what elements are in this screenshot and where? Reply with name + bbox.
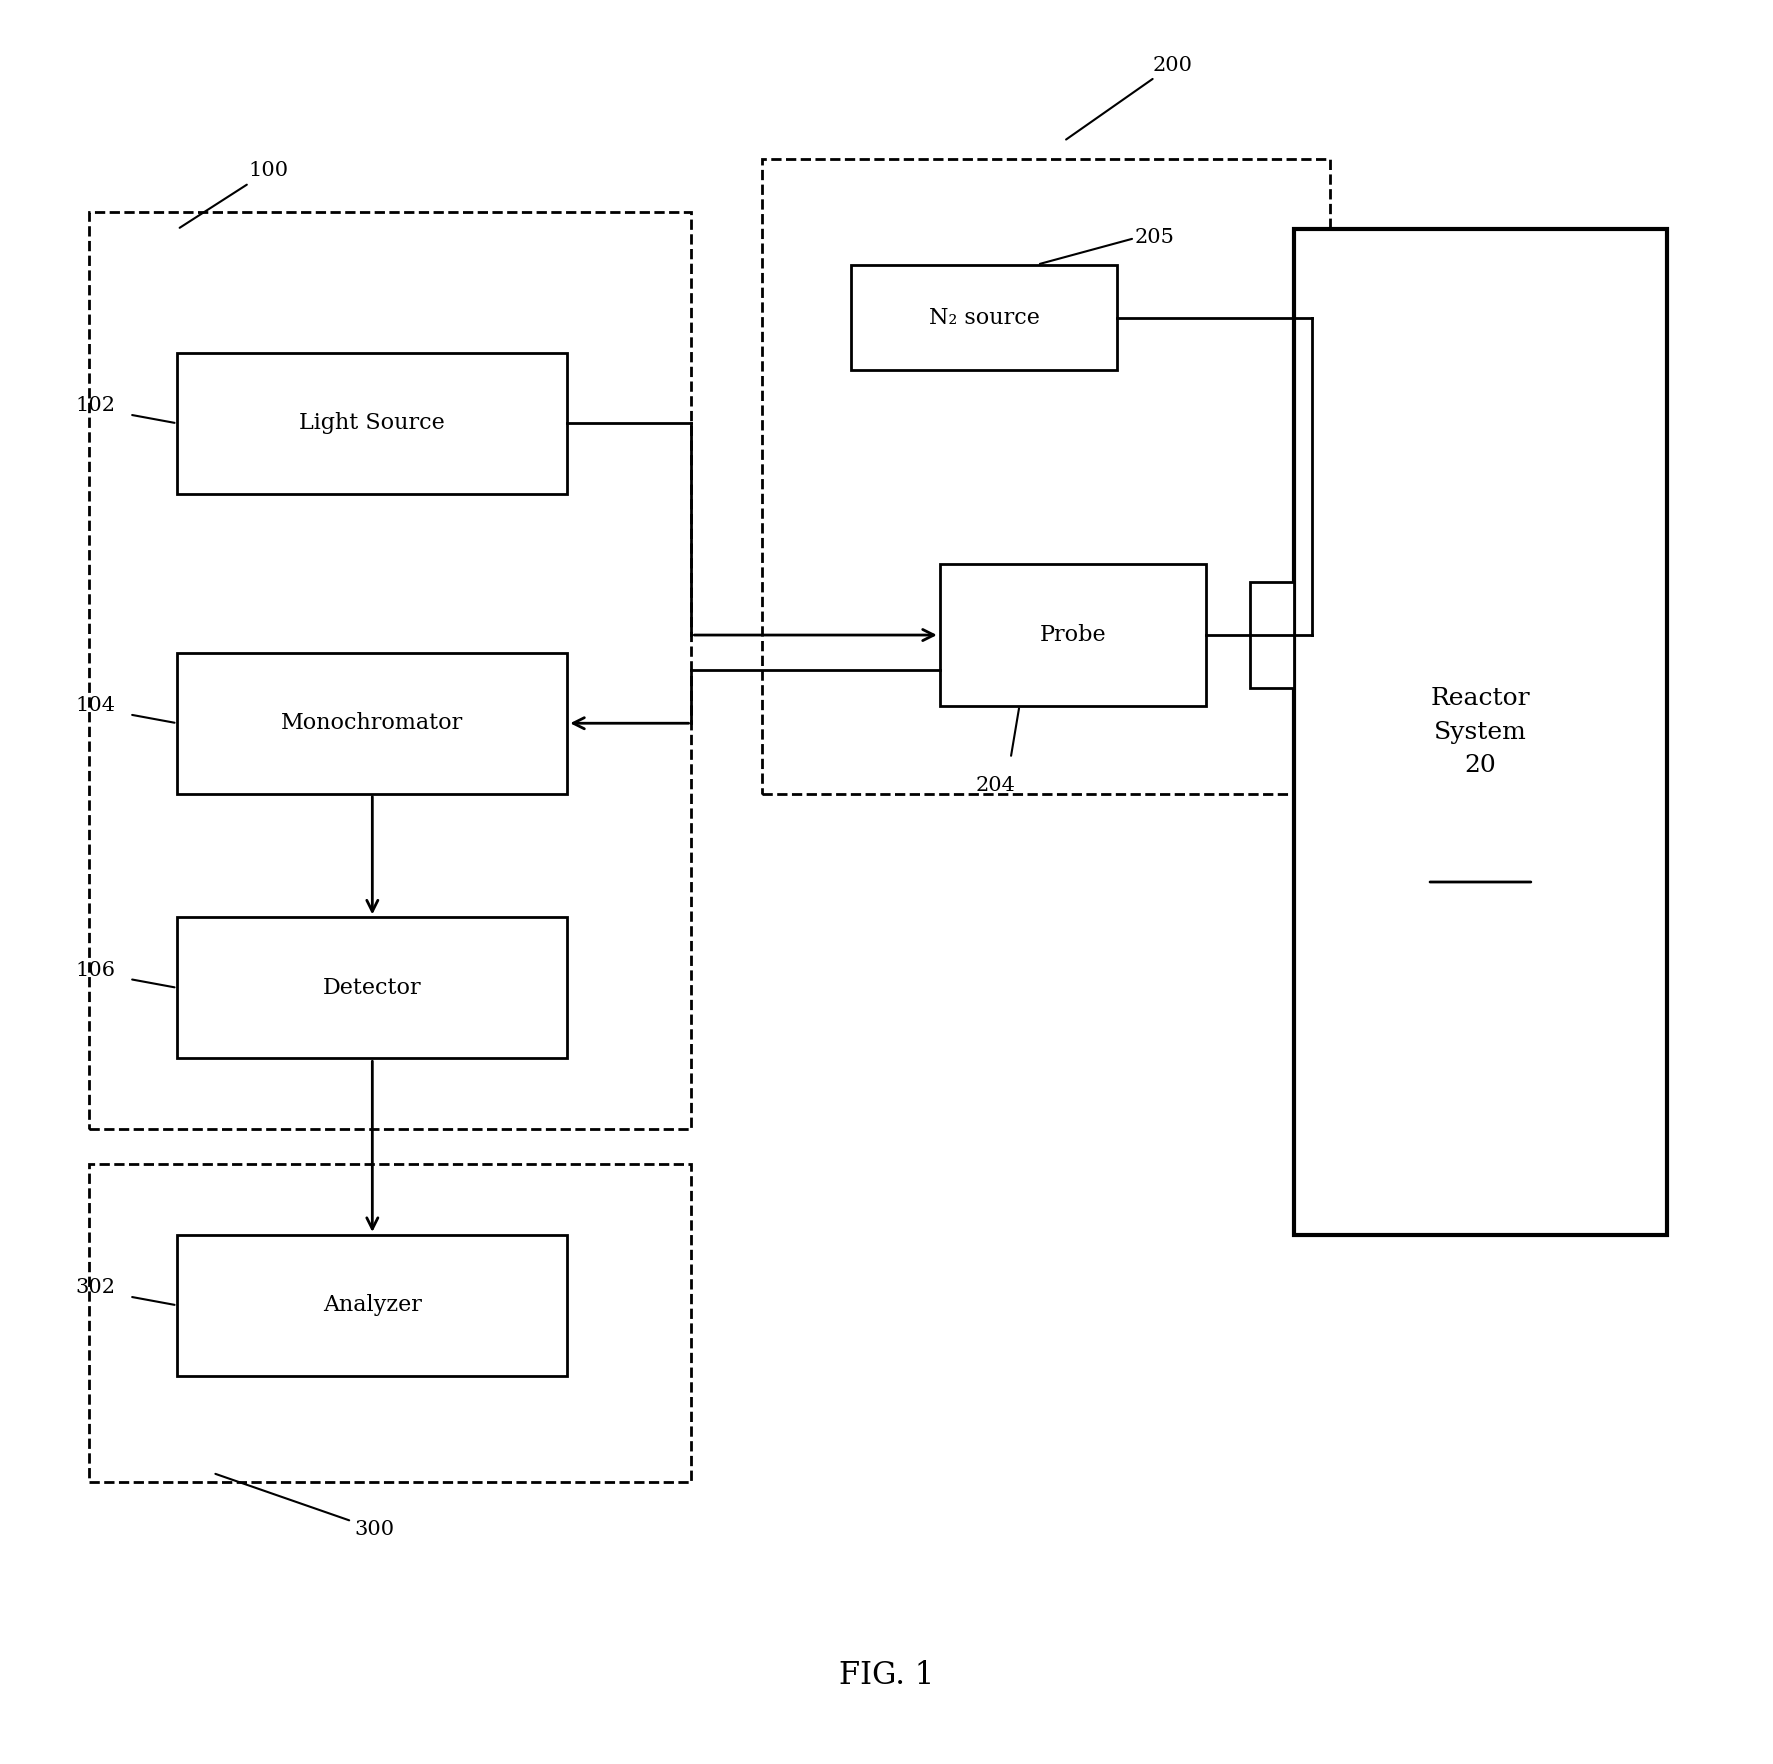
Text: Detector: Detector	[323, 977, 422, 998]
FancyBboxPatch shape	[1250, 582, 1294, 688]
FancyBboxPatch shape	[1294, 229, 1667, 1235]
Text: Light Source: Light Source	[300, 413, 445, 434]
Text: 302: 302	[74, 1279, 115, 1297]
Text: Probe: Probe	[1039, 624, 1106, 646]
Text: 205: 205	[1135, 228, 1174, 247]
Text: 300: 300	[215, 1475, 395, 1538]
Text: 204: 204	[975, 776, 1014, 796]
FancyBboxPatch shape	[940, 564, 1206, 706]
FancyBboxPatch shape	[177, 353, 567, 494]
Text: N₂ source: N₂ source	[929, 307, 1039, 328]
Text: 200: 200	[1066, 55, 1193, 139]
Text: Monochromator: Monochromator	[282, 713, 463, 734]
Text: 100: 100	[179, 161, 289, 228]
FancyBboxPatch shape	[177, 917, 567, 1058]
Text: 102: 102	[74, 397, 115, 415]
FancyBboxPatch shape	[177, 1235, 567, 1376]
FancyBboxPatch shape	[851, 265, 1117, 370]
Text: Analyzer: Analyzer	[323, 1295, 422, 1316]
Text: 104: 104	[74, 697, 115, 714]
Text: FIG. 1: FIG. 1	[839, 1660, 934, 1692]
Text: 106: 106	[74, 961, 115, 979]
FancyBboxPatch shape	[177, 653, 567, 794]
Text: Reactor
System
20: Reactor System 20	[1431, 686, 1530, 778]
